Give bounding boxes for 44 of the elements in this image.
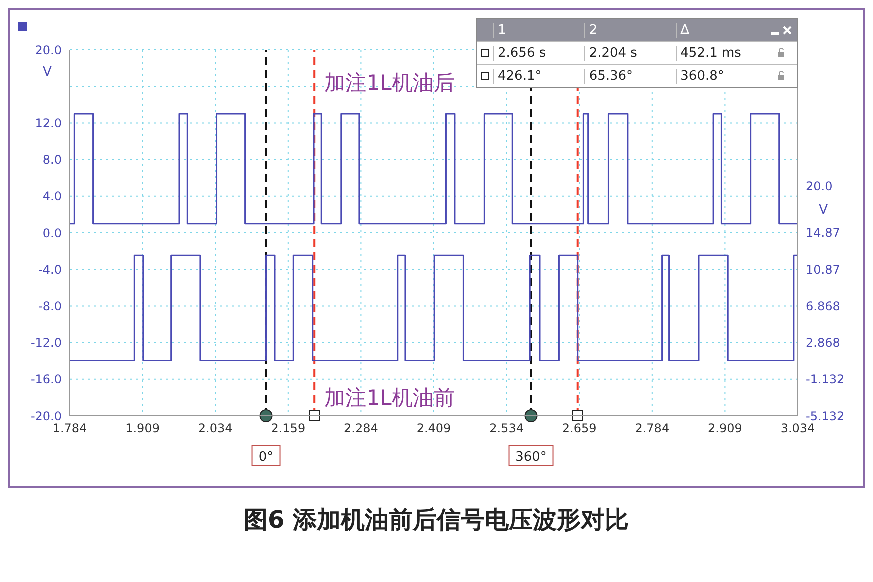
x-tick-label: 2.659	[562, 422, 597, 436]
y-tick-label: 8.0	[42, 153, 62, 168]
x-tick-label: 2.409	[416, 422, 452, 436]
x-tick-label: 2.034	[198, 422, 233, 436]
y2-tick-label: 2.868	[806, 336, 840, 350]
x-tick-label: 2.784	[635, 422, 670, 436]
y-axis-title: V	[43, 65, 52, 80]
annotation: 360°	[516, 450, 547, 465]
x-tick-label: 1.784	[52, 422, 88, 436]
x-tick-label: 1.909	[126, 422, 160, 436]
x-tick-label: 2.284	[344, 422, 378, 436]
annotation: 0°	[258, 450, 274, 465]
y-tick-label: 20.0	[35, 43, 62, 58]
x-tick-label: 3.034	[780, 422, 816, 436]
annotation: 2.204 s	[584, 46, 676, 60]
annotation: 426.1°	[493, 68, 584, 84]
y-tick-label: -20.0	[30, 409, 62, 424]
y-tick-label: 0.0	[42, 226, 62, 240]
text: Δ	[680, 22, 690, 38]
y2-tick-label: 6.868	[806, 299, 840, 314]
x-tick-label: 2.909	[708, 422, 742, 436]
y-tick-label: 4.0	[42, 190, 62, 204]
y-tick-label: -4.0	[38, 262, 62, 277]
x-tick-label: 2.534	[490, 422, 524, 436]
series-label: 加注1L机油后	[324, 70, 455, 98]
annotation: 65.36°	[584, 68, 676, 84]
y2-axis-title: V	[819, 203, 828, 218]
y-tick-label: -16.0	[30, 372, 62, 387]
text: 图6 添加机油前后信号电压波形对比	[242, 505, 630, 536]
annotation: 2.656 s	[493, 46, 584, 60]
text: 1	[498, 22, 506, 38]
y2-tick-label: 10.87	[806, 262, 840, 277]
text: 2	[589, 22, 598, 38]
annotation: 360.8°	[676, 68, 767, 84]
annotation: 452.1 ms	[676, 46, 767, 60]
y2-tick-label: 20.0	[806, 179, 833, 194]
y2-tick-label: -1.132	[806, 372, 845, 387]
series-label: 加注1L机油前	[324, 384, 455, 412]
x-tick-label: 2.159	[271, 422, 306, 436]
y2-tick-label: -5.132	[806, 409, 845, 424]
y-tick-label: 12.0	[35, 116, 62, 130]
y2-tick-label: 14.87	[806, 226, 840, 240]
y-tick-label: -12.0	[30, 336, 62, 350]
y-tick-label: -8.0	[38, 299, 62, 314]
